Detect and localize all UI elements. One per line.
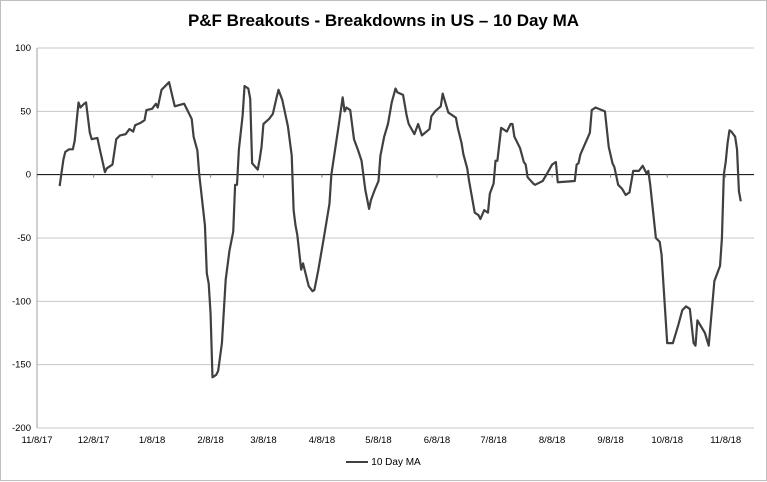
x-tick-label: 4/8/18 bbox=[309, 435, 335, 446]
y-tick-label: -50 bbox=[17, 233, 31, 244]
x-tick-label: 9/8/18 bbox=[597, 435, 623, 446]
x-tick-label: 2/8/18 bbox=[197, 435, 223, 446]
x-tick-label: 1/8/18 bbox=[139, 435, 165, 446]
x-tick-label: 12/8/17 bbox=[78, 435, 110, 446]
legend-label: 10 Day MA bbox=[371, 457, 421, 468]
x-tick-label: 8/8/18 bbox=[539, 435, 565, 446]
y-tick-label: -150 bbox=[12, 360, 31, 371]
x-tick-label: 11/8/17 bbox=[22, 435, 53, 446]
y-tick-label: 100 bbox=[15, 43, 31, 54]
y-tick-label: -200 bbox=[12, 423, 31, 434]
legend: 10 Day MA bbox=[1, 457, 766, 468]
y-tick-label: 50 bbox=[20, 106, 31, 117]
x-tick-label: 6/8/18 bbox=[424, 435, 450, 446]
x-tick-label: 5/8/18 bbox=[365, 435, 391, 446]
x-tick-label: 3/8/18 bbox=[250, 435, 276, 446]
y-tick-label: 0 bbox=[26, 170, 31, 181]
x-tick-label: 10/8/18 bbox=[651, 435, 683, 446]
x-tick-label: 11/8/18 bbox=[710, 435, 741, 446]
legend-swatch bbox=[346, 461, 369, 464]
x-tick-label: 7/8/18 bbox=[480, 435, 506, 446]
series-line-10-day-ma bbox=[58, 81, 742, 379]
chart-title: P&F Breakouts - Breakdowns in US – 10 Da… bbox=[187, 11, 580, 30]
y-tick-label: -100 bbox=[12, 296, 31, 307]
